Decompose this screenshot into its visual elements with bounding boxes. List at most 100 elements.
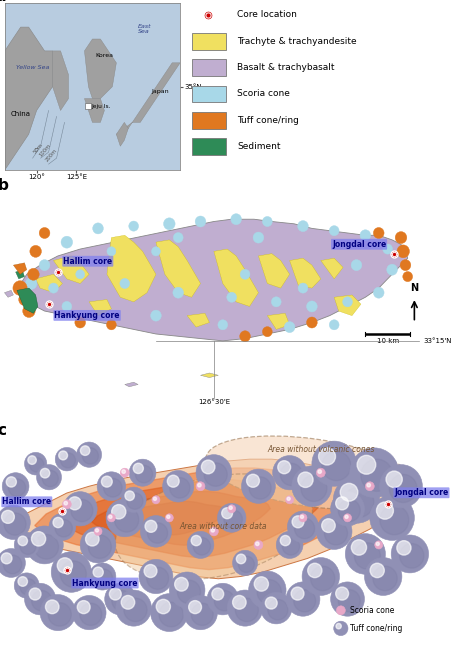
Circle shape — [151, 310, 161, 321]
Circle shape — [183, 595, 218, 630]
Circle shape — [156, 599, 171, 613]
Circle shape — [330, 582, 365, 616]
Circle shape — [287, 511, 319, 543]
Circle shape — [18, 577, 27, 586]
Circle shape — [77, 442, 101, 468]
Circle shape — [164, 218, 175, 230]
Circle shape — [387, 264, 397, 275]
Circle shape — [82, 448, 99, 464]
Circle shape — [294, 590, 316, 612]
Circle shape — [330, 492, 365, 526]
Circle shape — [29, 588, 41, 600]
Circle shape — [63, 492, 97, 526]
Polygon shape — [187, 313, 210, 327]
Text: Area without volcanic cones: Area without volcanic cones — [267, 445, 374, 455]
Circle shape — [292, 466, 332, 507]
FancyBboxPatch shape — [192, 112, 226, 129]
Polygon shape — [13, 459, 410, 579]
Text: 33°15'N: 33°15'N — [423, 338, 452, 344]
Text: b: b — [0, 178, 9, 193]
Circle shape — [218, 504, 246, 532]
Text: Hankyung core: Hankyung core — [55, 311, 120, 320]
Circle shape — [120, 468, 129, 477]
Circle shape — [81, 446, 90, 455]
Circle shape — [151, 594, 188, 632]
Circle shape — [95, 528, 99, 532]
Circle shape — [280, 536, 291, 545]
Circle shape — [97, 472, 126, 501]
Circle shape — [26, 526, 63, 564]
Circle shape — [107, 320, 116, 330]
Circle shape — [196, 455, 232, 490]
Circle shape — [322, 519, 335, 532]
Circle shape — [350, 448, 399, 498]
Circle shape — [207, 583, 238, 615]
Circle shape — [18, 294, 30, 305]
Circle shape — [14, 573, 39, 598]
Polygon shape — [156, 240, 201, 298]
Circle shape — [299, 514, 307, 522]
Circle shape — [59, 451, 67, 460]
Circle shape — [397, 245, 410, 258]
Circle shape — [75, 317, 85, 328]
Circle shape — [397, 541, 411, 555]
Polygon shape — [36, 274, 63, 293]
Circle shape — [101, 476, 112, 487]
Polygon shape — [63, 479, 321, 557]
Circle shape — [93, 567, 103, 577]
Circle shape — [380, 464, 422, 508]
Circle shape — [129, 459, 156, 487]
Polygon shape — [84, 39, 116, 99]
Circle shape — [4, 513, 26, 535]
Circle shape — [71, 500, 93, 522]
Text: Jeju Is.: Jeju Is. — [91, 104, 110, 109]
Circle shape — [36, 464, 62, 490]
Circle shape — [106, 499, 144, 537]
Circle shape — [316, 513, 352, 549]
Polygon shape — [334, 295, 361, 316]
Circle shape — [375, 541, 383, 549]
Circle shape — [146, 567, 169, 589]
Circle shape — [103, 478, 122, 497]
Circle shape — [77, 600, 90, 613]
Polygon shape — [4, 290, 13, 298]
Text: Tuff cone/ring: Tuff cone/ring — [237, 116, 299, 125]
Polygon shape — [116, 63, 180, 134]
Circle shape — [343, 297, 353, 307]
Circle shape — [389, 474, 417, 502]
Circle shape — [40, 468, 50, 478]
Circle shape — [254, 577, 268, 591]
Circle shape — [20, 538, 36, 555]
Circle shape — [127, 493, 143, 509]
Circle shape — [374, 287, 384, 298]
Circle shape — [187, 531, 214, 559]
Circle shape — [173, 233, 183, 243]
Circle shape — [1, 510, 14, 523]
Circle shape — [61, 236, 73, 248]
Circle shape — [249, 571, 286, 609]
Circle shape — [263, 326, 272, 337]
Circle shape — [361, 459, 392, 491]
Circle shape — [310, 566, 335, 591]
Circle shape — [189, 600, 201, 613]
Polygon shape — [258, 254, 290, 288]
Circle shape — [386, 471, 402, 487]
Text: Scoria cone: Scoria cone — [237, 90, 290, 99]
Circle shape — [112, 591, 132, 611]
Circle shape — [324, 521, 347, 545]
Circle shape — [337, 606, 345, 615]
Circle shape — [85, 532, 99, 546]
Circle shape — [169, 572, 205, 608]
Circle shape — [400, 543, 424, 568]
Circle shape — [39, 228, 50, 239]
Circle shape — [280, 463, 302, 485]
Circle shape — [329, 320, 339, 330]
Circle shape — [191, 603, 213, 625]
Circle shape — [318, 470, 321, 473]
Circle shape — [298, 220, 308, 232]
Polygon shape — [201, 373, 219, 377]
Circle shape — [308, 563, 322, 577]
Circle shape — [286, 496, 293, 504]
Circle shape — [319, 448, 336, 465]
Circle shape — [255, 542, 259, 545]
